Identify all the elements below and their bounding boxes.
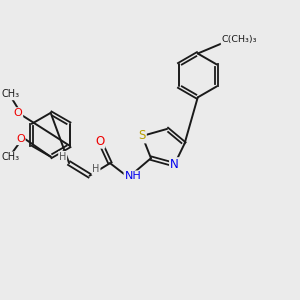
Text: O: O (16, 134, 25, 144)
Text: H: H (92, 164, 100, 174)
Text: NH: NH (124, 171, 141, 181)
Text: H: H (59, 152, 66, 162)
Text: O: O (95, 135, 104, 148)
Text: C(CH₃)₃: C(CH₃)₃ (221, 35, 257, 44)
Text: CH₃: CH₃ (2, 152, 20, 162)
Text: CH₃: CH₃ (2, 89, 20, 99)
Text: N: N (170, 158, 179, 171)
Text: O: O (14, 108, 22, 118)
Text: S: S (139, 130, 146, 142)
